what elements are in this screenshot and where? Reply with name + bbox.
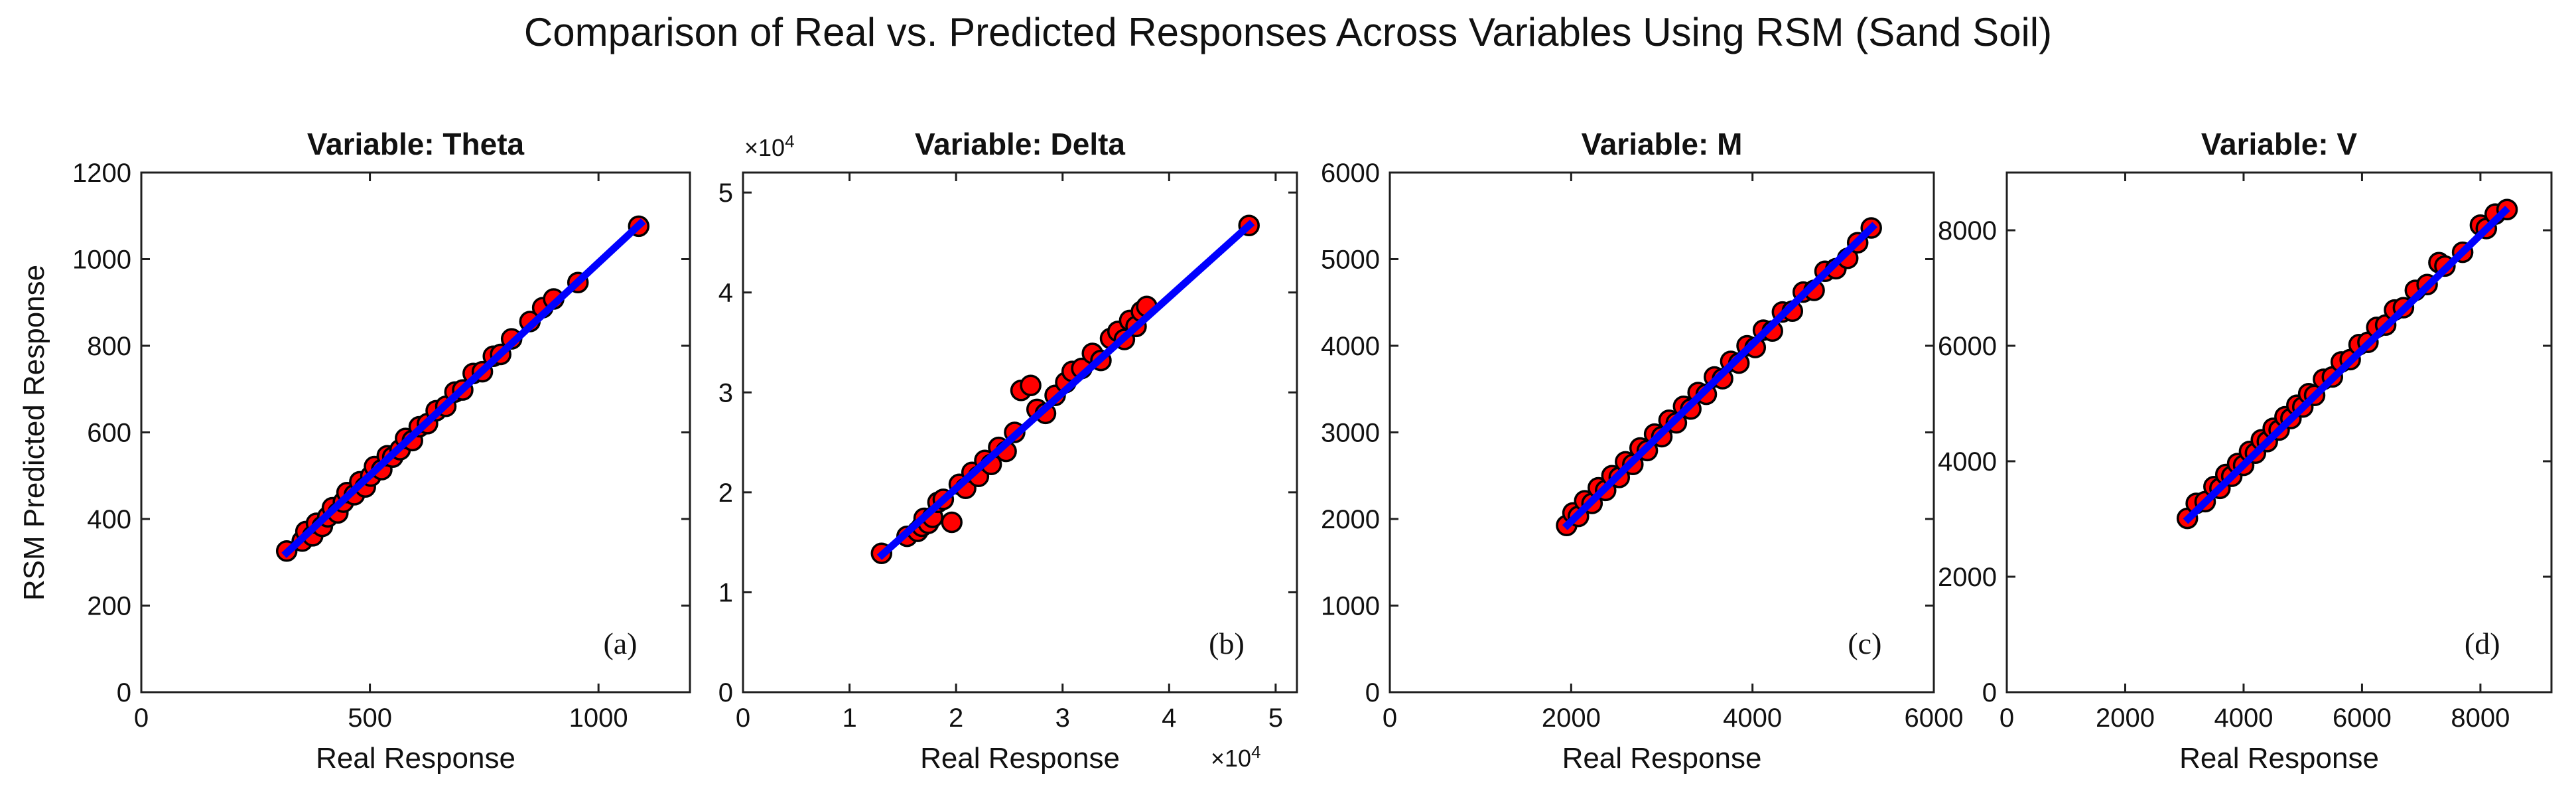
x-tick-label: 0	[2000, 703, 2014, 733]
data-point	[1020, 374, 1042, 396]
panel-c-title: Variable: M	[1581, 127, 1743, 161]
subplot-letter: (b)	[1209, 626, 1245, 660]
subplot-letter: (d)	[2465, 626, 2500, 660]
x-tick-label: 500	[348, 703, 392, 733]
panel-b-yaxis-multiplier: ×104	[744, 131, 795, 161]
fit-line	[876, 220, 1255, 560]
x-tick-label: 0	[1383, 703, 1397, 733]
y-tick-label: 4	[718, 279, 733, 308]
subplot-letter: (a)	[603, 626, 637, 660]
panel-a-title: Variable: Theta	[306, 127, 525, 161]
panel-a-xaxis-label: Real Response	[316, 742, 515, 774]
y-tick-label: 4000	[1938, 447, 1997, 477]
y-tick-label: 2	[718, 478, 733, 508]
x-tick-label: 6000	[2333, 703, 2392, 733]
y-tick-label: 0	[718, 678, 733, 707]
x-tick-label: 8000	[2451, 703, 2510, 733]
panel-b-xaxis-label: Real Response	[920, 742, 1120, 774]
y-tick-label: 1000	[1321, 592, 1380, 621]
y-tick-label: 4000	[1321, 332, 1380, 361]
y-tick-label: 600	[87, 419, 131, 448]
fit-line	[1562, 222, 1878, 530]
x-tick-label: 5	[1268, 703, 1283, 733]
x-tick-label: 3	[1055, 703, 1070, 733]
panel-a-plot: 0 500 1000 0 200 400 600 800 1000 1200 (a)	[72, 159, 691, 733]
y-tick-label: 1	[718, 578, 733, 607]
panel-d-title: Variable: V	[2201, 127, 2358, 161]
y-tick-label: 0	[117, 678, 131, 707]
x-tick-label: 0	[134, 703, 149, 733]
y-tick-label: 200	[87, 592, 131, 621]
y-tick-label: 6000	[1938, 332, 1997, 361]
panel-c-plot: 0 2000 4000 6000 0 1000 2000 3000 4000 5000 6000 (c…	[1321, 159, 1963, 733]
data-point	[941, 511, 963, 534]
y-tick-label: 1200	[72, 159, 131, 188]
x-tick-label: 4000	[1723, 703, 1782, 733]
figure-title: Comparison of Real vs. Predicted Respons…	[523, 10, 2053, 54]
panel-b-xaxis-multiplier: ×104	[1211, 742, 1261, 772]
x-tick-label: 1000	[569, 703, 628, 733]
panel-c-xaxis-label: Real Response	[1562, 742, 1762, 774]
fit-line	[281, 218, 646, 558]
y-tick-label: 6000	[1321, 159, 1380, 188]
x-tick-label: 0	[736, 703, 750, 733]
y-tick-label: 2000	[1938, 563, 1997, 592]
x-tick-label: 4000	[2214, 703, 2273, 733]
y-tick-label: 1000	[72, 246, 131, 275]
y-tick-label: 5	[718, 179, 733, 208]
x-tick-label: 1	[842, 703, 856, 733]
x-tick-label: 4	[1162, 703, 1176, 733]
panel-b-plot: 0 1 2 3 4 5 0 1 2 3 4 5 (b)	[718, 171, 1298, 733]
axes-box	[2005, 171, 2553, 694]
x-tick-label: 6000	[1905, 703, 1964, 733]
y-tick-label: 0	[1365, 678, 1380, 707]
y-tick-label: 8000	[1938, 216, 1997, 246]
y-tick-label: 0	[1982, 678, 1997, 707]
x-tick-label: 2000	[1542, 703, 1601, 733]
fit-line	[2183, 205, 2510, 524]
y-tick-label: 800	[87, 332, 131, 361]
panel-d-xaxis-label: Real Response	[2179, 742, 2379, 774]
y-tick-label: 400	[87, 505, 131, 534]
y-tick-label: 2000	[1321, 505, 1380, 534]
x-tick-label: 2000	[2096, 703, 2155, 733]
subplot-letter: (c)	[1848, 626, 1881, 660]
panel-b-title: Variable: Delta	[914, 127, 1126, 161]
axes-box	[742, 171, 1298, 694]
panel-d-plot: 0 2000 4000 6000 8000 0 2000 4000 6000 8000 (d)	[1938, 171, 2553, 733]
x-tick-label: 2	[949, 703, 963, 733]
y-tick-label: 3000	[1321, 419, 1380, 448]
y-tick-label: 3	[718, 378, 733, 407]
y-tick-label: 5000	[1321, 246, 1380, 275]
